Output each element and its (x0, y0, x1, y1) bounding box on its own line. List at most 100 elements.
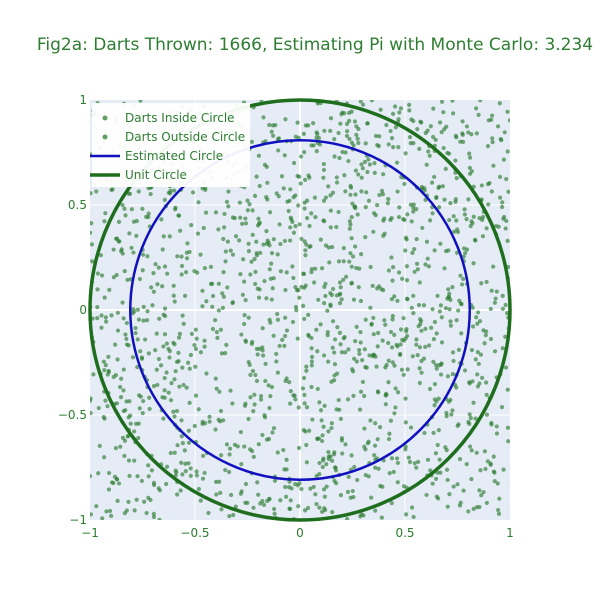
dart-inside-point (457, 298, 462, 303)
dart-outside-point (496, 511, 502, 516)
legend-item-estimated-circle[interactable]: Estimated Circle (90, 149, 223, 163)
dart-inside-point (321, 175, 326, 180)
dart-inside-point (390, 264, 396, 270)
dart-outside-point (503, 365, 509, 370)
dart-inside-point (326, 449, 331, 455)
dart-outside-point (142, 499, 147, 504)
dart-inside-point (451, 214, 456, 219)
dart-inside-point (133, 330, 138, 336)
dart-inside-point (338, 121, 343, 126)
dart-inside-point (411, 205, 416, 210)
dart-inside-point (500, 293, 505, 298)
dart-outside-point (178, 488, 183, 493)
dart-inside-point (448, 200, 453, 206)
dart-inside-point (341, 277, 346, 282)
legend-item-unit-circle[interactable]: Unit Circle (90, 168, 187, 182)
dart-inside-point (366, 474, 371, 479)
dart-inside-point (136, 189, 141, 194)
dart-inside-point (484, 392, 489, 397)
dart-inside-point (347, 219, 352, 224)
dart-inside-point (389, 136, 395, 141)
dart-inside-point (257, 183, 262, 189)
dart-inside-point (99, 273, 105, 278)
dart-outside-point (135, 474, 140, 479)
dart-inside-point (169, 381, 174, 386)
dart-inside-point (120, 202, 125, 208)
dart-inside-point (341, 246, 346, 251)
dart-outside-point (175, 492, 180, 497)
dart-inside-point (395, 298, 400, 303)
dart-inside-point (363, 235, 368, 240)
dart-inside-point (176, 213, 181, 218)
dart-outside-point (451, 484, 456, 489)
dart-inside-point (282, 467, 287, 472)
dart-points (90, 100, 510, 520)
dart-inside-point (384, 122, 389, 128)
dart-inside-point (354, 265, 359, 271)
dart-inside-point (264, 296, 269, 301)
dart-inside-point (467, 381, 472, 386)
dart-inside-point (414, 261, 420, 266)
dart-inside-point (147, 395, 152, 400)
dart-inside-point (230, 300, 235, 305)
dart-inside-point (288, 215, 293, 220)
dart-inside-point (337, 155, 342, 161)
dart-inside-point (350, 201, 355, 206)
dart-outside-point (434, 494, 439, 499)
legend-item-darts-outside[interactable]: Darts Outside Circle (102, 130, 246, 144)
dart-outside-point (474, 505, 479, 510)
dart-inside-point (238, 272, 243, 277)
dart-inside-point (179, 263, 185, 269)
legend-label: Estimated Circle (125, 149, 223, 163)
dart-inside-point (115, 357, 120, 362)
dart-inside-point (432, 248, 437, 253)
dart-inside-point (246, 315, 251, 320)
dart-inside-point (222, 211, 227, 217)
dart-inside-point (253, 269, 258, 275)
dart-inside-point (403, 336, 408, 341)
dart-outside-point (496, 224, 501, 229)
dart-inside-point (228, 248, 233, 253)
dart-inside-point (119, 376, 124, 381)
dart-inside-point (243, 339, 249, 344)
dart-inside-point (302, 239, 307, 244)
dart-inside-point (315, 436, 320, 441)
dart-inside-point (392, 332, 397, 337)
dart-inside-point (371, 229, 376, 234)
dart-inside-point (338, 492, 344, 498)
dart-outside-point (461, 488, 466, 493)
dart-inside-point (381, 172, 386, 177)
dart-inside-point (464, 247, 470, 252)
dart-inside-point (443, 166, 448, 171)
dart-inside-point (214, 329, 220, 335)
dart-inside-point (120, 300, 125, 305)
dart-inside-point (488, 306, 493, 312)
dart-inside-point (300, 386, 306, 391)
dart-inside-point (267, 210, 273, 215)
dart-inside-point (240, 221, 245, 226)
dart-inside-point (326, 429, 331, 434)
dart-outside-point (344, 517, 350, 520)
dart-inside-point (393, 125, 398, 130)
dart-inside-point (448, 319, 453, 324)
dart-inside-point (224, 442, 229, 447)
dart-inside-point (334, 180, 340, 185)
dart-inside-point (372, 160, 377, 166)
dart-inside-point (350, 254, 356, 259)
dart-inside-point (304, 405, 310, 410)
legend-item-darts-inside[interactable]: Darts Inside Circle (102, 111, 235, 125)
dart-inside-point (460, 282, 465, 287)
dart-inside-point (430, 307, 435, 312)
dart-inside-point (340, 149, 345, 155)
dart-outside-point (90, 410, 93, 416)
dart-inside-point (454, 318, 459, 323)
dart-inside-point (341, 259, 346, 264)
dart-inside-point (442, 197, 447, 202)
y-axis-ticks: −1 −0.5 0 0.5 1 (58, 93, 87, 527)
dart-inside-point (267, 317, 272, 322)
legend-label: Darts Inside Circle (125, 111, 235, 125)
dart-inside-point (383, 365, 388, 370)
legend[interactable]: Darts Inside Circle Darts Outside Circle E… (90, 103, 250, 187)
dart-inside-point (337, 280, 343, 285)
dart-outside-point (505, 238, 510, 243)
